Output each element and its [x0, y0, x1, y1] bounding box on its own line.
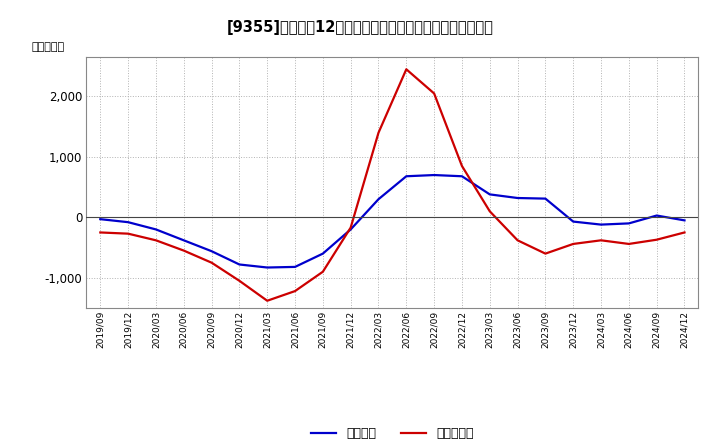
当期純利益	[96, 230, 104, 235]
経常利益	[485, 192, 494, 197]
当期純利益	[485, 209, 494, 214]
当期純利益	[374, 130, 383, 136]
経常利益	[346, 227, 355, 232]
当期純利益	[346, 225, 355, 230]
経常利益	[318, 251, 327, 256]
Line: 当期純利益: 当期純利益	[100, 69, 685, 301]
当期純利益	[291, 289, 300, 294]
当期純利益	[624, 241, 633, 246]
経常利益	[124, 220, 132, 225]
当期純利益	[263, 298, 271, 304]
経常利益	[263, 265, 271, 270]
経常利益	[179, 238, 188, 243]
Legend: 経常利益, 当期純利益: 経常利益, 当期純利益	[311, 427, 474, 440]
経常利益	[235, 262, 243, 267]
当期純利益	[152, 238, 161, 243]
経常利益	[513, 195, 522, 201]
経常利益	[541, 196, 550, 201]
当期純利益	[179, 248, 188, 253]
経常利益	[624, 221, 633, 226]
当期純利益	[513, 238, 522, 243]
当期純利益	[569, 241, 577, 246]
当期純利益	[597, 238, 606, 243]
経常利益	[680, 218, 689, 223]
経常利益	[291, 264, 300, 270]
Line: 経常利益: 経常利益	[100, 175, 685, 268]
当期純利益	[680, 230, 689, 235]
当期純利益	[235, 278, 243, 283]
当期純利益	[430, 91, 438, 96]
当期純利益	[207, 260, 216, 265]
経常利益	[569, 219, 577, 224]
経常利益	[207, 249, 216, 254]
経常利益	[652, 213, 661, 218]
当期純利益	[652, 237, 661, 242]
経常利益	[152, 227, 161, 232]
経常利益	[96, 216, 104, 222]
経常利益	[430, 172, 438, 178]
当期純利益	[318, 269, 327, 275]
経常利益	[374, 197, 383, 202]
当期純利益	[458, 163, 467, 169]
経常利益	[597, 222, 606, 227]
経常利益	[402, 174, 410, 179]
経常利益	[458, 174, 467, 179]
当期純利益	[541, 251, 550, 256]
Text: [9355]　利益の12か月移動合計の対前年同期増減額の推移: [9355] 利益の12か月移動合計の対前年同期増減額の推移	[227, 20, 493, 35]
Text: （百万円）: （百万円）	[31, 42, 65, 52]
当期純利益	[402, 66, 410, 72]
当期純利益	[124, 231, 132, 236]
